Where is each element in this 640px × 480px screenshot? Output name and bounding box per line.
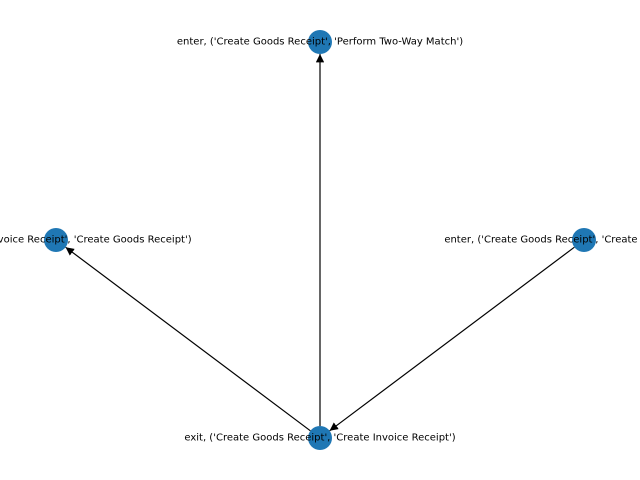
edge-bottom-to-left: [65, 246, 311, 432]
edges: [65, 54, 575, 432]
node-label-right: enter, ('Create Goods Receipt', 'Create …: [444, 235, 640, 246]
node-label-top: enter, ('Create Goods Receipt', 'Perform…: [177, 37, 463, 48]
node-bottom: [308, 426, 332, 450]
edge-right-to-bottom: [329, 246, 575, 432]
node-label-bottom: exit, ('Create Goods Receipt', 'Create I…: [184, 433, 455, 444]
node-label-left: exit, ('Create Invoice Receipt', 'Create…: [0, 235, 192, 246]
labels: enter, ('Create Goods Receipt', 'Perform…: [0, 37, 640, 444]
node-right: [572, 228, 596, 252]
nodes: [44, 30, 596, 450]
node-left: [44, 228, 68, 252]
node-top: [308, 30, 332, 54]
